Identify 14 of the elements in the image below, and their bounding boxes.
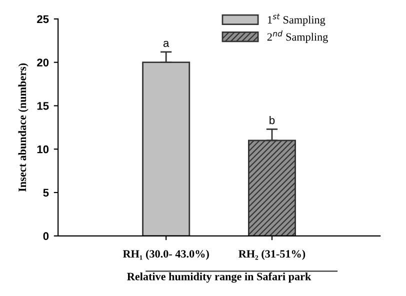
legend-label: 1$^{st}$ Sampling bbox=[268, 14, 326, 26]
y-tick-label: 15 bbox=[37, 102, 49, 110]
y-tick-label: 5 bbox=[43, 188, 49, 197]
annotation: a bbox=[163, 40, 170, 47]
y-tick-label: 25 bbox=[37, 15, 49, 24]
legend-label: 2$^{nd}$ Sampling bbox=[267, 30, 328, 43]
x-tick-label: RH₂ (31-51%) bbox=[238, 250, 306, 260]
x-tick-label: RH₁ (30.0- 43.0%) bbox=[122, 250, 209, 260]
y-axis-title: Insect abundace (numbers) bbox=[18, 63, 28, 192]
annotation: b bbox=[270, 116, 275, 124]
y-tick-label: 0 bbox=[43, 232, 49, 240]
y-tick-label: 10 bbox=[37, 145, 49, 154]
y-tick-label: 20 bbox=[37, 58, 49, 66]
x-axis-title: Relative humidity range in Safari park bbox=[127, 272, 312, 283]
